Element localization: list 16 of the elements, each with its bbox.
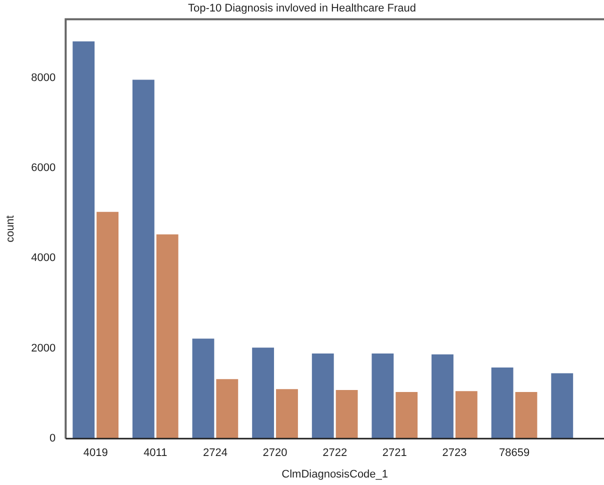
y-tick-label: 0 [50, 432, 56, 445]
x-tick-label: 2722 [322, 447, 348, 460]
x-tick-label: 2721 [382, 447, 407, 460]
y-axis-title: count [4, 215, 17, 242]
y-tick-label: 8000 [31, 72, 56, 84]
y-tick-label: 6000 [31, 162, 56, 174]
y-tick-label: 4000 [31, 252, 56, 264]
y-tick-label: 2000 [31, 342, 56, 354]
x-tick-label: 2723 [442, 447, 467, 460]
x-axis-title: ClmDiagnosisCode_1 [282, 468, 388, 480]
x-tick-label: 78659 [498, 447, 530, 460]
chart-title: Top-10 Diagnosis invloved in Healthcare Fraud [188, 2, 416, 15]
x-tick-label: 4011 [144, 447, 168, 460]
x-tick-label: 2724 [202, 447, 228, 460]
x-tick-label: 2720 [262, 447, 288, 460]
x-tick-label: 4019 [83, 447, 108, 460]
